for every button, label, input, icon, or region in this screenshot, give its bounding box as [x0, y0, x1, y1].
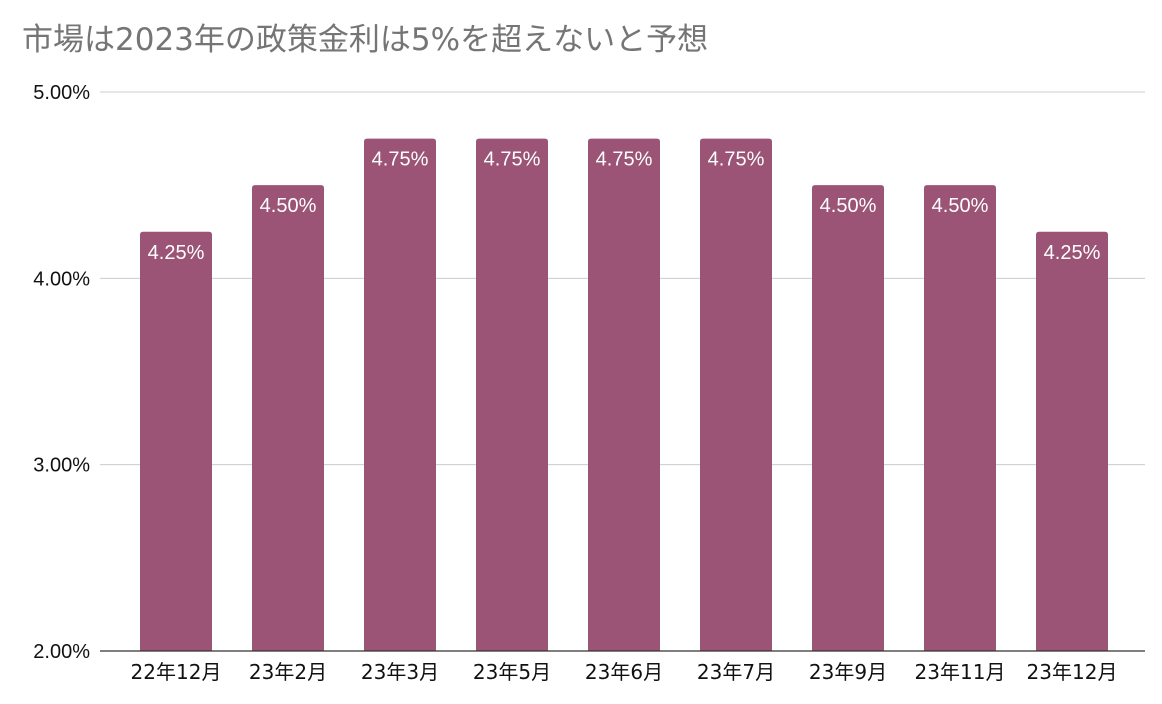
- bar: [1036, 231, 1108, 651]
- bar: [476, 138, 548, 652]
- bar: [364, 138, 436, 652]
- chart-title: 市場は2023年の政策金利は5%を超えないと予想: [22, 22, 709, 58]
- data-label: 4.25%: [1044, 242, 1101, 264]
- y-tick-label: 2.00%: [33, 641, 90, 663]
- bar: [924, 185, 996, 651]
- data-label: 4.50%: [820, 195, 877, 217]
- x-tick-label: 23年5月: [473, 660, 551, 684]
- bars: [140, 138, 1108, 652]
- x-tick-label: 23年6月: [585, 660, 663, 684]
- x-axis: 22年12月 23年2月 23年3月 23年5月 23年6月 23年7月 23年9月 23年1…: [100, 650, 1145, 684]
- x-tick-label: 23年7月: [697, 660, 775, 684]
- data-label: 4.75%: [596, 149, 653, 171]
- bar: [588, 138, 660, 652]
- bar: [140, 231, 212, 651]
- y-tick-label: 3.00%: [33, 455, 90, 477]
- y-tick-label: 4.00%: [33, 268, 90, 290]
- x-tick-label: 23年3月: [361, 660, 439, 684]
- data-label: 4.25%: [148, 242, 205, 264]
- data-label: 4.75%: [708, 149, 765, 171]
- data-labels: 4.25% 4.50% 4.75% 4.75% 4.75% 4.75% 4.50% 4.50%…: [148, 149, 1101, 264]
- x-tick-label: 23年12月: [1027, 660, 1118, 684]
- x-tick-label: 23年9月: [809, 660, 887, 684]
- data-label: 4.75%: [372, 149, 429, 171]
- bar: [700, 138, 772, 652]
- data-label: 4.50%: [932, 195, 989, 217]
- y-tick-label: 5.00%: [33, 82, 90, 104]
- bar: [812, 185, 884, 651]
- x-tick-label: 23年11月: [915, 660, 1006, 684]
- data-label: 4.75%: [484, 149, 541, 171]
- data-label: 4.50%: [260, 195, 317, 217]
- bar: [252, 185, 324, 651]
- x-tick-label: 23年2月: [249, 660, 327, 684]
- y-axis: 2.00% 3.00% 4.00% 5.00%: [33, 82, 90, 663]
- x-tick-label: 22年12月: [131, 660, 222, 684]
